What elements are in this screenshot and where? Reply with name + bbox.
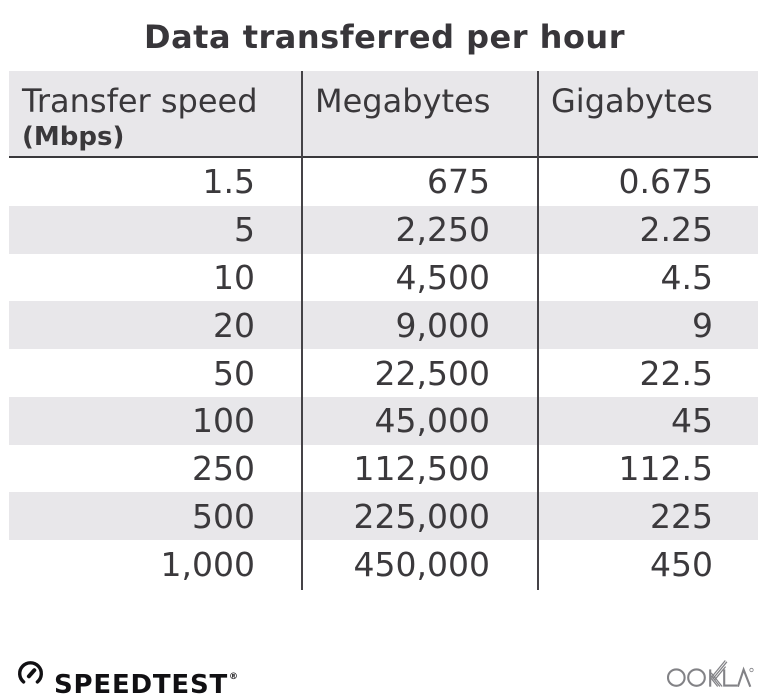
table-row: 500 225,000 225	[9, 492, 758, 541]
table-row: 50 22,500 22.5	[9, 349, 758, 397]
table-cell: 9,000	[395, 305, 490, 345]
table-cell: 2,250	[395, 210, 490, 250]
table-row: 5 2,250 2.25	[9, 205, 758, 254]
table-cell: 112.5	[618, 449, 713, 489]
table-cell: 45,000	[374, 401, 490, 441]
table-cell: 1,000	[160, 544, 255, 584]
table-cell: 225	[650, 496, 713, 536]
table-cell: 9	[692, 305, 713, 345]
speedtest-gauge-icon	[18, 661, 43, 684]
column-header-label: Megabytes	[315, 82, 491, 120]
table-cell: 22.5	[639, 353, 713, 393]
table-cell: 500	[192, 496, 255, 536]
column-header-gigabytes: Gigabytes	[538, 71, 758, 156]
table-header-row: Transfer speed (Mbps) Megabytes Gigabyte…	[9, 71, 758, 158]
table-cell: 225,000	[353, 496, 490, 536]
speedtest-wordmark: SPEEDTEST®	[54, 664, 238, 698]
table-cell: 100	[192, 401, 255, 441]
table-row: 10 4,500 4.5	[9, 254, 758, 302]
table-cell: 4.5	[660, 257, 713, 297]
table-cell: 4,500	[395, 257, 490, 297]
table-cell: 2.25	[639, 210, 713, 250]
speedtest-logo: SPEEDTEST®	[16, 659, 238, 698]
table-cell: 5	[234, 210, 255, 250]
column-header-megabytes: Megabytes	[302, 71, 538, 156]
table-row: 1,000 450,000 450	[9, 540, 758, 588]
table-row: 250 112,500 112.5	[9, 445, 758, 493]
column-header-label: Transfer speed	[22, 82, 258, 120]
table-cell: 450,000	[353, 544, 490, 584]
column-divider	[301, 71, 303, 590]
column-divider	[537, 71, 539, 590]
table-cell: 45	[671, 401, 713, 441]
registered-trademark-icon: ®	[229, 672, 239, 682]
table-cell: 22,500	[374, 353, 490, 393]
table-cell: 0.675	[618, 162, 713, 202]
column-header-transfer-speed: Transfer speed (Mbps)	[9, 71, 302, 156]
table-cell: 112,500	[353, 449, 490, 489]
table-row: 100 45,000 45	[9, 396, 758, 445]
data-table: Transfer speed (Mbps) Megabytes Gigabyte…	[9, 71, 758, 590]
table-cell: 50	[213, 353, 255, 393]
table-cell: 20	[213, 305, 255, 345]
table-cell: 675	[427, 162, 490, 202]
table-body: 1.5 675 0.675 5 2,250 2.25 10 4,500 4.5 20 9,000 9 5…	[9, 158, 758, 588]
column-header-sublabel: (Mbps)	[22, 122, 125, 152]
table-cell: 250	[192, 449, 255, 489]
table-row: 20 9,000 9	[9, 301, 758, 350]
column-header-label: Gigabytes	[551, 82, 713, 120]
footer: SPEEDTEST®	[0, 655, 769, 698]
table-row: 1.5 675 0.675	[9, 158, 758, 206]
page-title: Data transferred per hour	[144, 18, 625, 56]
table-cell: 1.5	[202, 162, 255, 202]
table-cell: 450	[650, 544, 713, 584]
speedtest-text: SPEEDTEST	[54, 670, 229, 700]
table-cell: 10	[213, 257, 255, 297]
ookla-logo	[667, 660, 754, 688]
